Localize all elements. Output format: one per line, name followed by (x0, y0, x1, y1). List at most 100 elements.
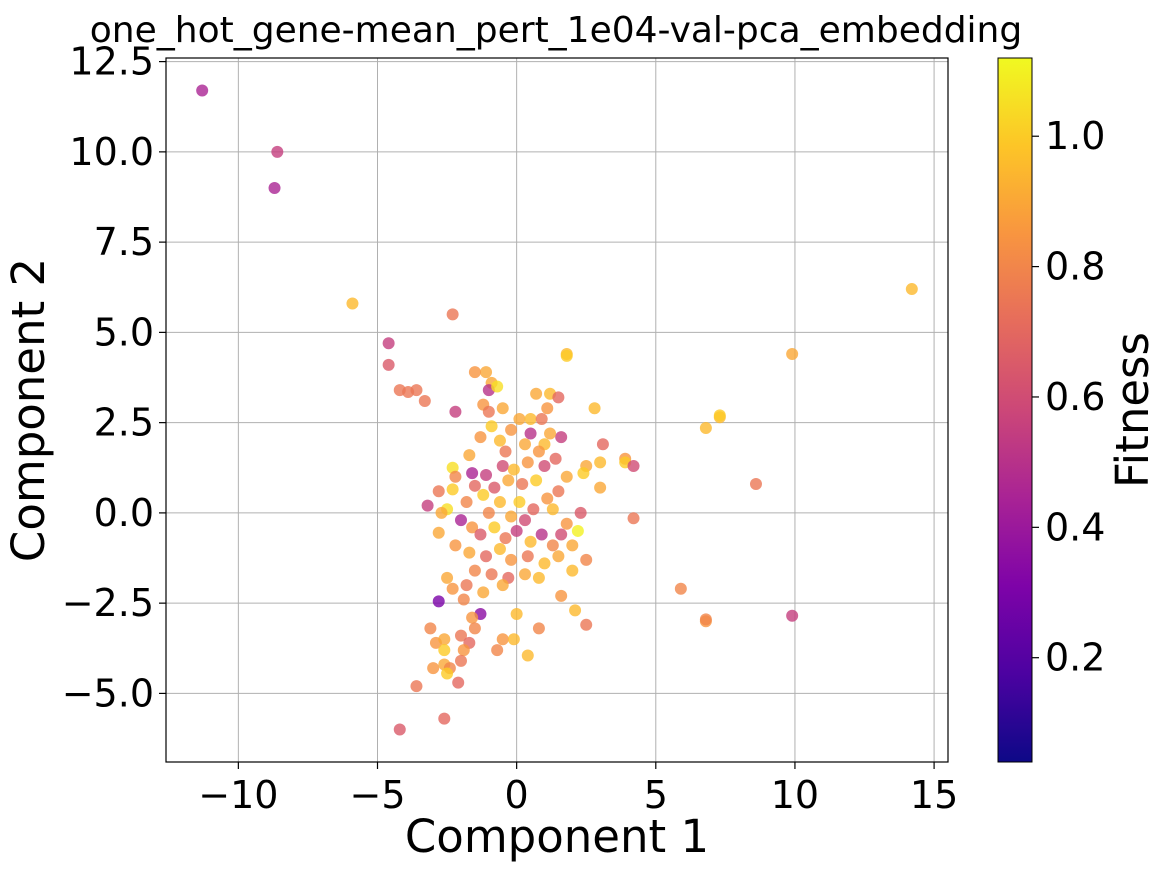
scatter-point (513, 496, 526, 509)
scatter-point (466, 467, 479, 480)
scatter-point (446, 308, 459, 321)
scatter-point (510, 524, 523, 537)
scatter-point (491, 380, 504, 393)
scatter-point (480, 550, 493, 563)
scatter-point (627, 459, 640, 472)
scatter-point (532, 622, 545, 635)
scatter-point (493, 496, 506, 509)
scatter-point (382, 337, 395, 350)
scatter-point (427, 662, 440, 675)
scatter-point (449, 470, 462, 483)
x-tick-label: −10 (198, 773, 278, 817)
scatter-point (513, 413, 526, 426)
scatter-point (580, 553, 593, 566)
scatter-point (549, 452, 562, 465)
scatter-point (541, 492, 554, 505)
scatter-point (538, 557, 551, 570)
y-tick-label: 5.0 (94, 310, 154, 354)
scatter-point (482, 506, 495, 519)
scatter-point (402, 385, 415, 398)
scatter-point (457, 644, 470, 657)
scatter-point (541, 402, 554, 415)
scatter-point (441, 571, 454, 584)
scatter-point (560, 470, 573, 483)
scatter-point (468, 479, 481, 492)
scatter-point (346, 297, 359, 310)
scatter-point (569, 604, 582, 617)
y-tick-label: 7.5 (94, 220, 154, 264)
scatter-point (460, 579, 473, 592)
scatter-point (457, 593, 470, 606)
scatter-point (502, 474, 515, 487)
scatter-point (496, 402, 509, 415)
scatter-point (546, 539, 559, 552)
colorbar-tick-label: 1.0 (1045, 114, 1105, 158)
scatter-point (482, 405, 495, 418)
scatter-point (493, 434, 506, 447)
scatter-point (452, 676, 465, 689)
scatter-point (493, 542, 506, 555)
scatter-point (530, 474, 543, 487)
x-axis-label: Component 1 (405, 810, 709, 863)
scatter-point (566, 539, 579, 552)
scatter-point (524, 535, 537, 548)
scatter-point (538, 459, 551, 472)
scatter-point (393, 723, 406, 736)
scatter-point (466, 521, 479, 534)
scatter-point (749, 478, 762, 491)
scatter-point (410, 680, 423, 693)
scatter-point (418, 394, 431, 407)
scatter-point (432, 485, 445, 498)
scatter-point (271, 145, 284, 158)
scatter-point (432, 595, 445, 608)
scatter-point (510, 607, 523, 620)
scatter-point (449, 539, 462, 552)
scatter-point (435, 506, 448, 519)
scatter-point (477, 586, 490, 599)
scatter-point (674, 582, 687, 595)
scatter-point (460, 496, 473, 509)
scatter-point (424, 622, 437, 635)
scatter-point (521, 649, 534, 662)
scatter-point (441, 667, 454, 680)
scatter-point (786, 348, 799, 361)
scatter-point (594, 481, 607, 494)
scatter-point (488, 521, 501, 534)
data-points (196, 84, 918, 736)
scatter-point (468, 366, 481, 379)
scatter-point (544, 427, 557, 440)
scatter-point (786, 609, 799, 622)
scatter-point (518, 438, 531, 451)
y-axis-ticks: −5.0 −2.5 0.0 2.5 5.0 7.5 10.0 12.5 (62, 40, 166, 715)
y-tick-label: 0.0 (94, 491, 154, 535)
colorbar-tick-label: 0.6 (1045, 375, 1105, 419)
scatter-point (485, 568, 498, 581)
scatter-point (535, 528, 548, 541)
scatter-point (468, 564, 481, 577)
scatter-point (454, 629, 467, 642)
scatter-point (905, 283, 918, 296)
scatter-point (446, 483, 459, 496)
scatter-point (499, 445, 512, 458)
scatter-point (699, 613, 712, 626)
colorbar-label: Fitness (1106, 332, 1159, 488)
x-tick-label: 0 (505, 773, 529, 817)
y-tick-label: 10.0 (69, 130, 154, 174)
scatter-point (454, 514, 467, 527)
scatter-point (474, 528, 487, 541)
scatter-point (438, 633, 451, 646)
y-axis-label: Component 2 (2, 258, 55, 562)
scatter-point (480, 366, 493, 379)
scatter-point (566, 564, 579, 577)
scatter-point (449, 405, 462, 418)
scatter-point (594, 456, 607, 469)
scatter-point (713, 409, 726, 422)
scatter-point (552, 550, 565, 563)
scatter-point (505, 510, 518, 523)
scatter-point (438, 644, 451, 657)
scatter-point (477, 488, 490, 501)
scatter-point (505, 553, 518, 566)
scatter-point (507, 463, 520, 476)
scatter-point (518, 568, 531, 581)
